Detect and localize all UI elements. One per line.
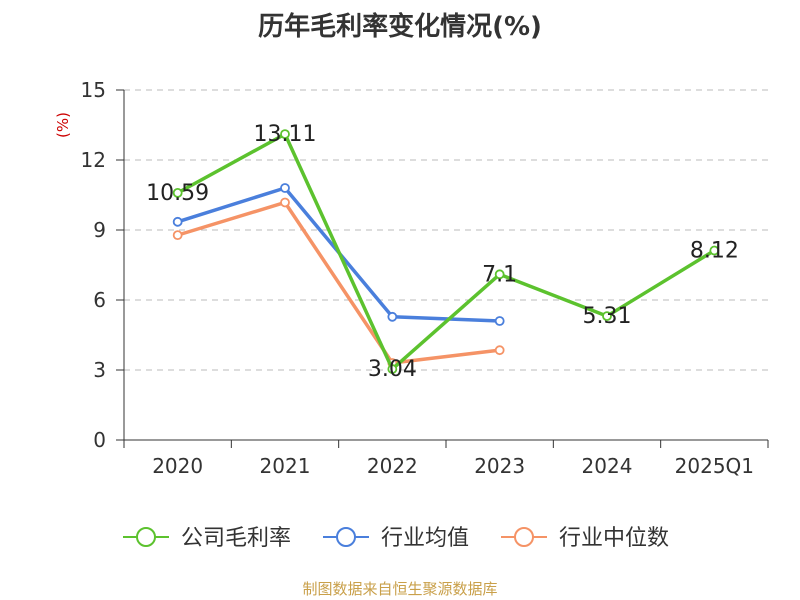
data-label: 13.11: [254, 122, 317, 147]
y-tick-label: 12: [81, 148, 106, 172]
y-tick-label: 15: [81, 78, 106, 102]
series-point-1: [494, 316, 505, 326]
legend-label: 公司毛利率: [181, 526, 291, 551]
y-tick-label: 3: [93, 358, 106, 382]
series-point-2: [172, 230, 183, 241]
y-tick-label: 9: [93, 218, 106, 242]
series-point-0: [387, 364, 398, 374]
y-tick-label: 0: [93, 428, 106, 452]
x-tick-label: 2023: [474, 454, 525, 478]
legend-label: 行业中位数: [559, 526, 669, 551]
series-point-2: [280, 197, 290, 208]
data-label: 5.31: [583, 304, 632, 329]
x-tick-label: 2024: [582, 454, 633, 478]
x-tick-label: 2020: [152, 454, 203, 478]
series-point-1: [172, 216, 183, 227]
chart-title: 历年毛利率变化情况(%): [258, 12, 542, 42]
series-point-0: [709, 245, 720, 256]
legend-marker: [336, 527, 356, 547]
series-point-0: [494, 269, 505, 280]
x-tick-label: 2022: [367, 454, 418, 478]
data-label: 10.59: [146, 181, 209, 206]
legend-marker: [136, 527, 156, 547]
legend-marker: [514, 527, 534, 547]
series-point-2: [494, 345, 505, 356]
data-label: 7.1: [482, 262, 517, 287]
series-point-0: [172, 187, 183, 198]
y-tick-label: 6: [93, 288, 106, 312]
series-point-0: [602, 311, 612, 322]
series-point-0: [280, 129, 290, 140]
data-label: 8.12: [690, 239, 739, 264]
series-point-1: [280, 183, 290, 193]
legend-label: 行业均值: [381, 526, 469, 551]
series-point-1: [387, 311, 398, 322]
y-axis-unit-label: (%): [54, 112, 72, 138]
source-note: 制图数据来自恒生聚源数据库: [302, 580, 498, 598]
x-tick-label: 2025Q1: [675, 454, 754, 478]
x-tick-label: 2021: [260, 454, 311, 478]
data-label: 3.04: [368, 357, 417, 382]
series-line-0: [176, 132, 716, 371]
series-line-2: [177, 200, 500, 365]
